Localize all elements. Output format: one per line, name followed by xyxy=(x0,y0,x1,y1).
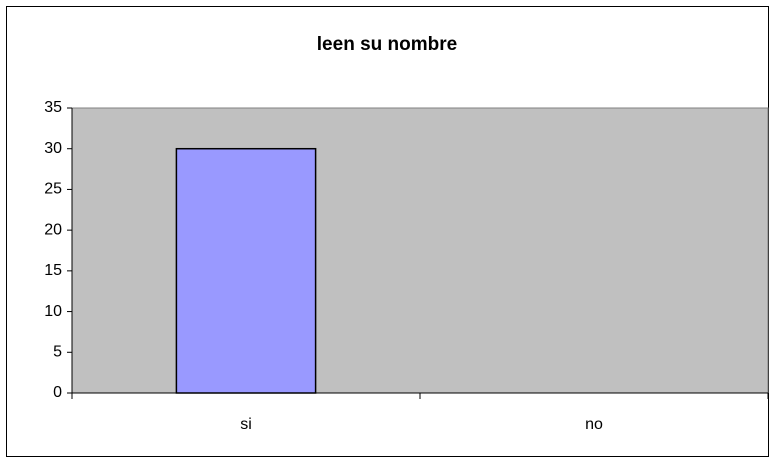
y-tick-label: 5 xyxy=(53,344,62,361)
chart-title: leen su nombre xyxy=(317,34,457,55)
y-tick-label: 30 xyxy=(44,140,62,157)
x-tick-label: no xyxy=(585,416,603,433)
x-tick-label: si xyxy=(240,416,252,433)
y-tick-label: 0 xyxy=(53,384,62,401)
y-tick-label: 10 xyxy=(44,303,62,320)
y-tick-label: 20 xyxy=(44,221,62,238)
y-tick-label: 35 xyxy=(44,99,62,116)
bar xyxy=(175,147,317,394)
y-tick-label: 15 xyxy=(44,262,62,279)
y-tick-label: 25 xyxy=(44,181,62,198)
